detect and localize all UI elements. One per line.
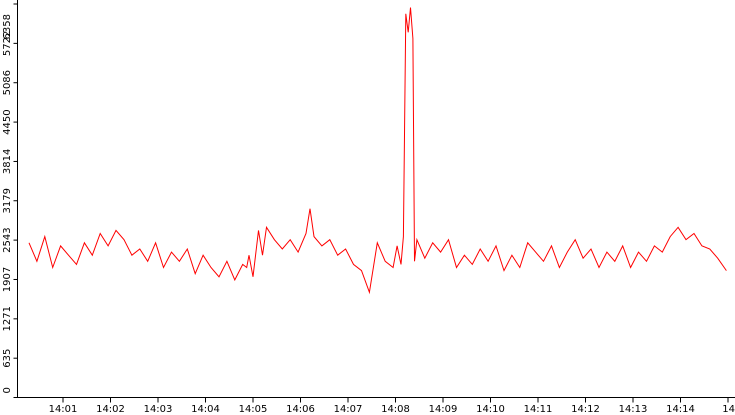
y-tick-label: 3179 xyxy=(2,188,13,213)
y-tick-label: 3814 xyxy=(2,149,13,174)
y-tick-label: 1907 xyxy=(2,267,13,292)
plot-area xyxy=(28,7,727,295)
y-tick-label: 5722 xyxy=(2,31,13,56)
x-tick-label: 14:06 xyxy=(286,404,315,415)
x-tick-label: 14:04 xyxy=(191,404,220,415)
x-tick-label: 14:10 xyxy=(476,404,505,415)
x-tick-label: 14:12 xyxy=(571,404,600,415)
y-tick-label: 635 xyxy=(2,349,13,368)
x-tick-label: 14:09 xyxy=(429,404,458,415)
x-tick-label: 14 xyxy=(722,404,735,415)
x-tick-label: 14:05 xyxy=(239,404,268,415)
x-axis-ticks: 14:01 14:02 14:03 14:04 14:05 14:06 14:07 14:08… xyxy=(49,397,735,415)
x-tick-label: 14:08 xyxy=(381,404,410,415)
y-tick-label: 5086 xyxy=(2,70,13,95)
y-tick-label: 2543 xyxy=(2,227,13,252)
x-tick-label: 14:14 xyxy=(666,404,695,415)
y-tick-label: 0 xyxy=(2,387,13,393)
x-tick-label: 14:07 xyxy=(334,404,363,415)
y-tick-label: 4450 xyxy=(2,109,13,134)
y-tick-label: 6358 xyxy=(2,14,13,39)
series-line xyxy=(28,7,727,295)
x-tick-label: 14:02 xyxy=(96,404,125,415)
x-tick-label: 14:03 xyxy=(144,404,173,415)
x-tick-label: 14:01 xyxy=(49,404,78,415)
y-tick-label: 1271 xyxy=(2,306,13,331)
x-tick-label: 14:11 xyxy=(524,404,553,415)
x-tick-label: 14:13 xyxy=(619,404,648,415)
